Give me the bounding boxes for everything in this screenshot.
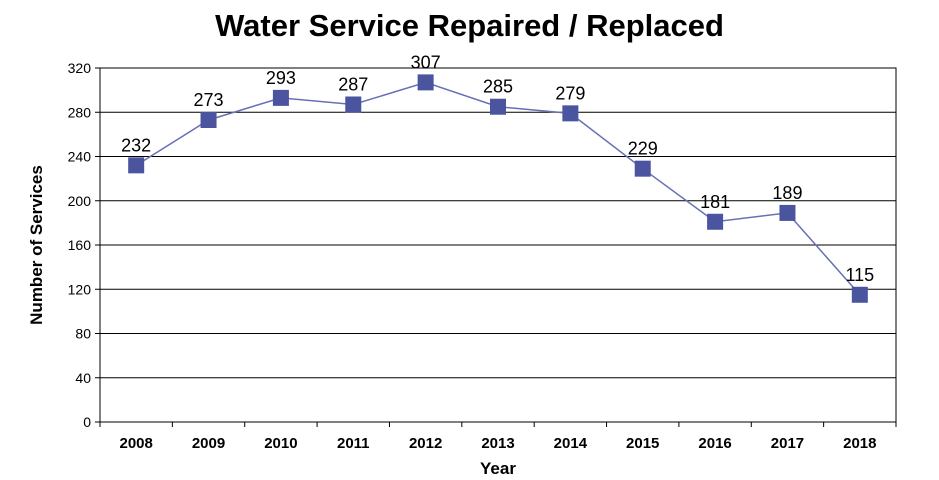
data-point-marker xyxy=(779,204,796,221)
data-label: 115 xyxy=(845,265,874,285)
data-label: 273 xyxy=(194,90,224,110)
data-label: 189 xyxy=(772,183,802,203)
x-tick-label: 2009 xyxy=(192,435,225,452)
data-point-marker xyxy=(345,96,362,113)
data-label: 181 xyxy=(700,192,730,212)
x-tick-label: 2015 xyxy=(626,435,659,452)
data-point-marker xyxy=(128,157,145,174)
data-point-marker xyxy=(707,213,724,230)
data-label: 232 xyxy=(121,135,151,155)
data-label: 229 xyxy=(628,139,658,159)
data-point-marker xyxy=(417,74,434,91)
y-tick-label: 280 xyxy=(68,104,92,120)
y-axis-title: Number of Services xyxy=(27,165,46,325)
x-tick-label: 2016 xyxy=(698,435,731,452)
x-axis-title: Year xyxy=(480,459,516,478)
x-tick-label: 2017 xyxy=(771,435,804,452)
x-tick-label: 2008 xyxy=(119,435,152,452)
y-tick-label: 200 xyxy=(68,193,92,209)
y-tick-label: 120 xyxy=(68,281,92,297)
y-tick-label: 320 xyxy=(68,60,92,76)
x-tick-label: 2014 xyxy=(554,435,588,452)
data-label: 293 xyxy=(266,68,296,88)
y-tick-label: 240 xyxy=(68,149,92,165)
data-label: 287 xyxy=(338,75,368,95)
data-label: 279 xyxy=(555,83,585,103)
chart-title: Water Service Repaired / Replaced xyxy=(215,8,724,43)
x-tick-label: 2011 xyxy=(337,435,370,452)
x-tick-label: 2013 xyxy=(481,435,514,452)
x-tick-label: 2010 xyxy=(264,435,297,452)
y-tick-label: 0 xyxy=(83,414,91,430)
y-tick-label: 40 xyxy=(75,370,91,386)
data-point-marker xyxy=(490,98,506,115)
data-label: 285 xyxy=(483,77,513,97)
data-point-marker xyxy=(272,89,289,106)
x-tick-label: 2012 xyxy=(409,435,442,452)
data-point-marker xyxy=(200,111,217,128)
data-point-marker xyxy=(634,160,651,177)
data-point-marker xyxy=(851,286,868,303)
y-tick-label: 80 xyxy=(75,326,91,342)
data-point-marker xyxy=(562,105,579,122)
x-tick-label: 2018 xyxy=(843,435,876,452)
data-label: 307 xyxy=(411,52,441,72)
y-tick-label: 160 xyxy=(68,237,92,253)
